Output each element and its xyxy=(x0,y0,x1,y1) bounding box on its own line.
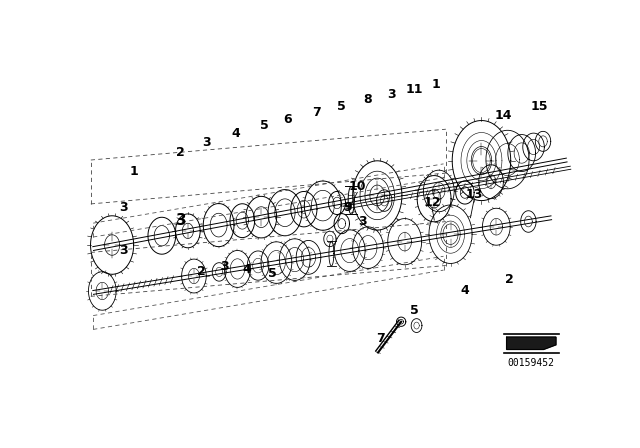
Text: 2: 2 xyxy=(504,273,513,286)
Text: 4: 4 xyxy=(243,263,252,276)
Text: 3: 3 xyxy=(358,215,367,228)
Text: 6: 6 xyxy=(284,113,292,126)
Text: 5: 5 xyxy=(260,119,269,132)
Text: 00159452: 00159452 xyxy=(508,358,555,367)
Text: 7: 7 xyxy=(312,106,321,119)
Text: 15: 15 xyxy=(531,99,548,112)
Text: 3: 3 xyxy=(202,136,211,149)
Text: 5: 5 xyxy=(268,267,277,280)
Text: 13: 13 xyxy=(466,188,483,201)
Text: 5: 5 xyxy=(410,304,419,317)
Text: 3: 3 xyxy=(177,213,187,228)
Text: 8: 8 xyxy=(364,94,372,107)
Text: 3: 3 xyxy=(387,88,396,101)
Text: 3: 3 xyxy=(120,244,128,258)
Text: 3: 3 xyxy=(120,201,128,214)
Text: 3: 3 xyxy=(220,260,228,273)
Text: 5: 5 xyxy=(337,99,346,112)
Text: 2: 2 xyxy=(176,146,184,159)
Polygon shape xyxy=(507,337,556,349)
Text: 2: 2 xyxy=(196,265,205,278)
Text: 12: 12 xyxy=(423,196,441,209)
Text: 14: 14 xyxy=(495,109,512,122)
Text: 10: 10 xyxy=(349,181,366,194)
Text: 7: 7 xyxy=(376,332,385,345)
Text: 1: 1 xyxy=(431,78,440,91)
Text: 4: 4 xyxy=(461,284,469,297)
Text: 11: 11 xyxy=(406,83,423,96)
Text: 9: 9 xyxy=(343,201,351,214)
Text: 1: 1 xyxy=(129,165,138,178)
Text: 4: 4 xyxy=(231,127,240,140)
